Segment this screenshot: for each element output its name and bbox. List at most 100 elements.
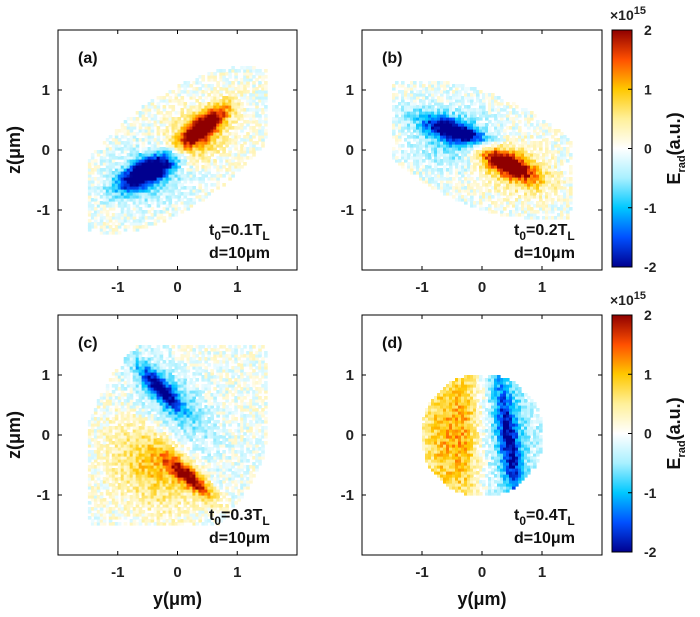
heatmap-cell (150, 477, 155, 481)
heatmap-cell (222, 111, 226, 115)
heatmap-cell (183, 150, 188, 154)
heatmap-cell (177, 156, 182, 160)
heatmap-cell (249, 126, 253, 130)
heatmap-cell (515, 174, 519, 178)
annotation-sub-0: 0 (519, 229, 526, 243)
heatmap-cell (219, 99, 223, 103)
heatmap-cell (156, 138, 161, 142)
heatmap-cell (132, 189, 137, 193)
heatmap-cell (461, 138, 465, 142)
heatmap-cell (210, 129, 214, 133)
heatmap-cell (527, 171, 531, 175)
heatmap-cell (476, 108, 480, 112)
heatmap-cell (126, 357, 131, 361)
heatmap-cell (96, 417, 101, 421)
heatmap-cell (132, 135, 137, 139)
heatmap-cell (183, 147, 188, 151)
heatmap-cell (180, 153, 185, 157)
heatmap-cell (491, 114, 495, 118)
heatmap-cell (512, 117, 516, 121)
heatmap-cell (446, 144, 450, 148)
heatmap-cell (87, 483, 92, 487)
heatmap-cell (99, 519, 104, 523)
heatmap-cell (177, 147, 182, 151)
heatmap-cell (114, 216, 119, 220)
heatmap-cell (398, 123, 402, 127)
heatmap-cell (467, 147, 471, 151)
heatmap-cell (219, 141, 223, 145)
heatmap-cell (431, 168, 435, 172)
heatmap-cell (123, 492, 128, 496)
heatmap-cell (569, 180, 573, 184)
heatmap-cell (156, 420, 161, 424)
heatmap-cell (183, 468, 188, 472)
heatmap-cell (117, 213, 122, 217)
heatmap-cell (165, 399, 170, 403)
heatmap-cell (126, 510, 131, 514)
heatmap-cell (162, 96, 167, 100)
heatmap-cell (180, 366, 185, 370)
heatmap-cell (201, 117, 205, 121)
heatmap-cell (171, 159, 176, 163)
heatmap-cell (392, 105, 396, 109)
heatmap-cell (497, 192, 501, 196)
heatmap-cell (162, 345, 167, 349)
heatmap-cell (219, 114, 223, 118)
heatmap-cell (545, 156, 549, 160)
heatmap-cell (132, 120, 137, 124)
heatmap-cell (222, 78, 226, 82)
heatmap-cell (240, 78, 244, 82)
heatmap-cell (464, 90, 468, 94)
heatmap-cell (120, 405, 125, 409)
heatmap-cell (156, 108, 161, 112)
heatmap-cell (524, 147, 528, 151)
heatmap-cell (165, 189, 170, 193)
heatmap-cell (126, 171, 131, 175)
heatmap-cell (177, 144, 182, 148)
heatmap-cell (488, 195, 492, 199)
heatmap-cell (135, 498, 140, 502)
heatmap-cell (120, 201, 125, 205)
heatmap-cell (413, 150, 417, 154)
heatmap-cell (479, 150, 483, 154)
heatmap-cell (458, 168, 462, 172)
heatmap-cell (165, 174, 170, 178)
heatmap-cell (102, 183, 107, 187)
heatmap-cell (431, 135, 435, 139)
heatmap-cell (123, 381, 128, 385)
heatmap-cell (503, 153, 507, 157)
heatmap-cell (425, 111, 429, 115)
heatmap-cell (198, 153, 202, 157)
heatmap-cell (138, 489, 143, 493)
heatmap-cell (162, 486, 167, 490)
heatmap-cell (440, 96, 444, 100)
heatmap-cell (120, 216, 125, 220)
heatmap-cell (419, 81, 423, 85)
heatmap-cell (102, 498, 107, 502)
heatmap-cell (431, 132, 435, 136)
heatmap-cell (99, 186, 104, 190)
heatmap-cell (413, 87, 417, 91)
heatmap-cell (90, 429, 95, 433)
heatmap-cell (174, 522, 179, 526)
heatmap-cell (174, 204, 179, 208)
heatmap-cell (407, 144, 411, 148)
heatmap-cell (99, 174, 104, 178)
heatmap-cell (228, 168, 232, 172)
heatmap-cell (422, 120, 426, 124)
heatmap-cell (419, 174, 423, 178)
heatmap-cell (156, 486, 161, 490)
heatmap-cell (515, 162, 519, 166)
heatmap-cell (500, 144, 504, 148)
heatmap-cell (422, 96, 426, 100)
heatmap-cell (207, 75, 211, 79)
heatmap-cell (461, 186, 465, 190)
heatmap-cell (183, 144, 188, 148)
heatmap-cell (165, 459, 170, 463)
heatmap-cell (102, 468, 107, 472)
heatmap-cell (123, 441, 128, 445)
heatmap-cell (114, 429, 119, 433)
heatmap-cell (536, 201, 540, 205)
heatmap-cell (228, 126, 232, 130)
heatmap-cell (539, 150, 543, 154)
